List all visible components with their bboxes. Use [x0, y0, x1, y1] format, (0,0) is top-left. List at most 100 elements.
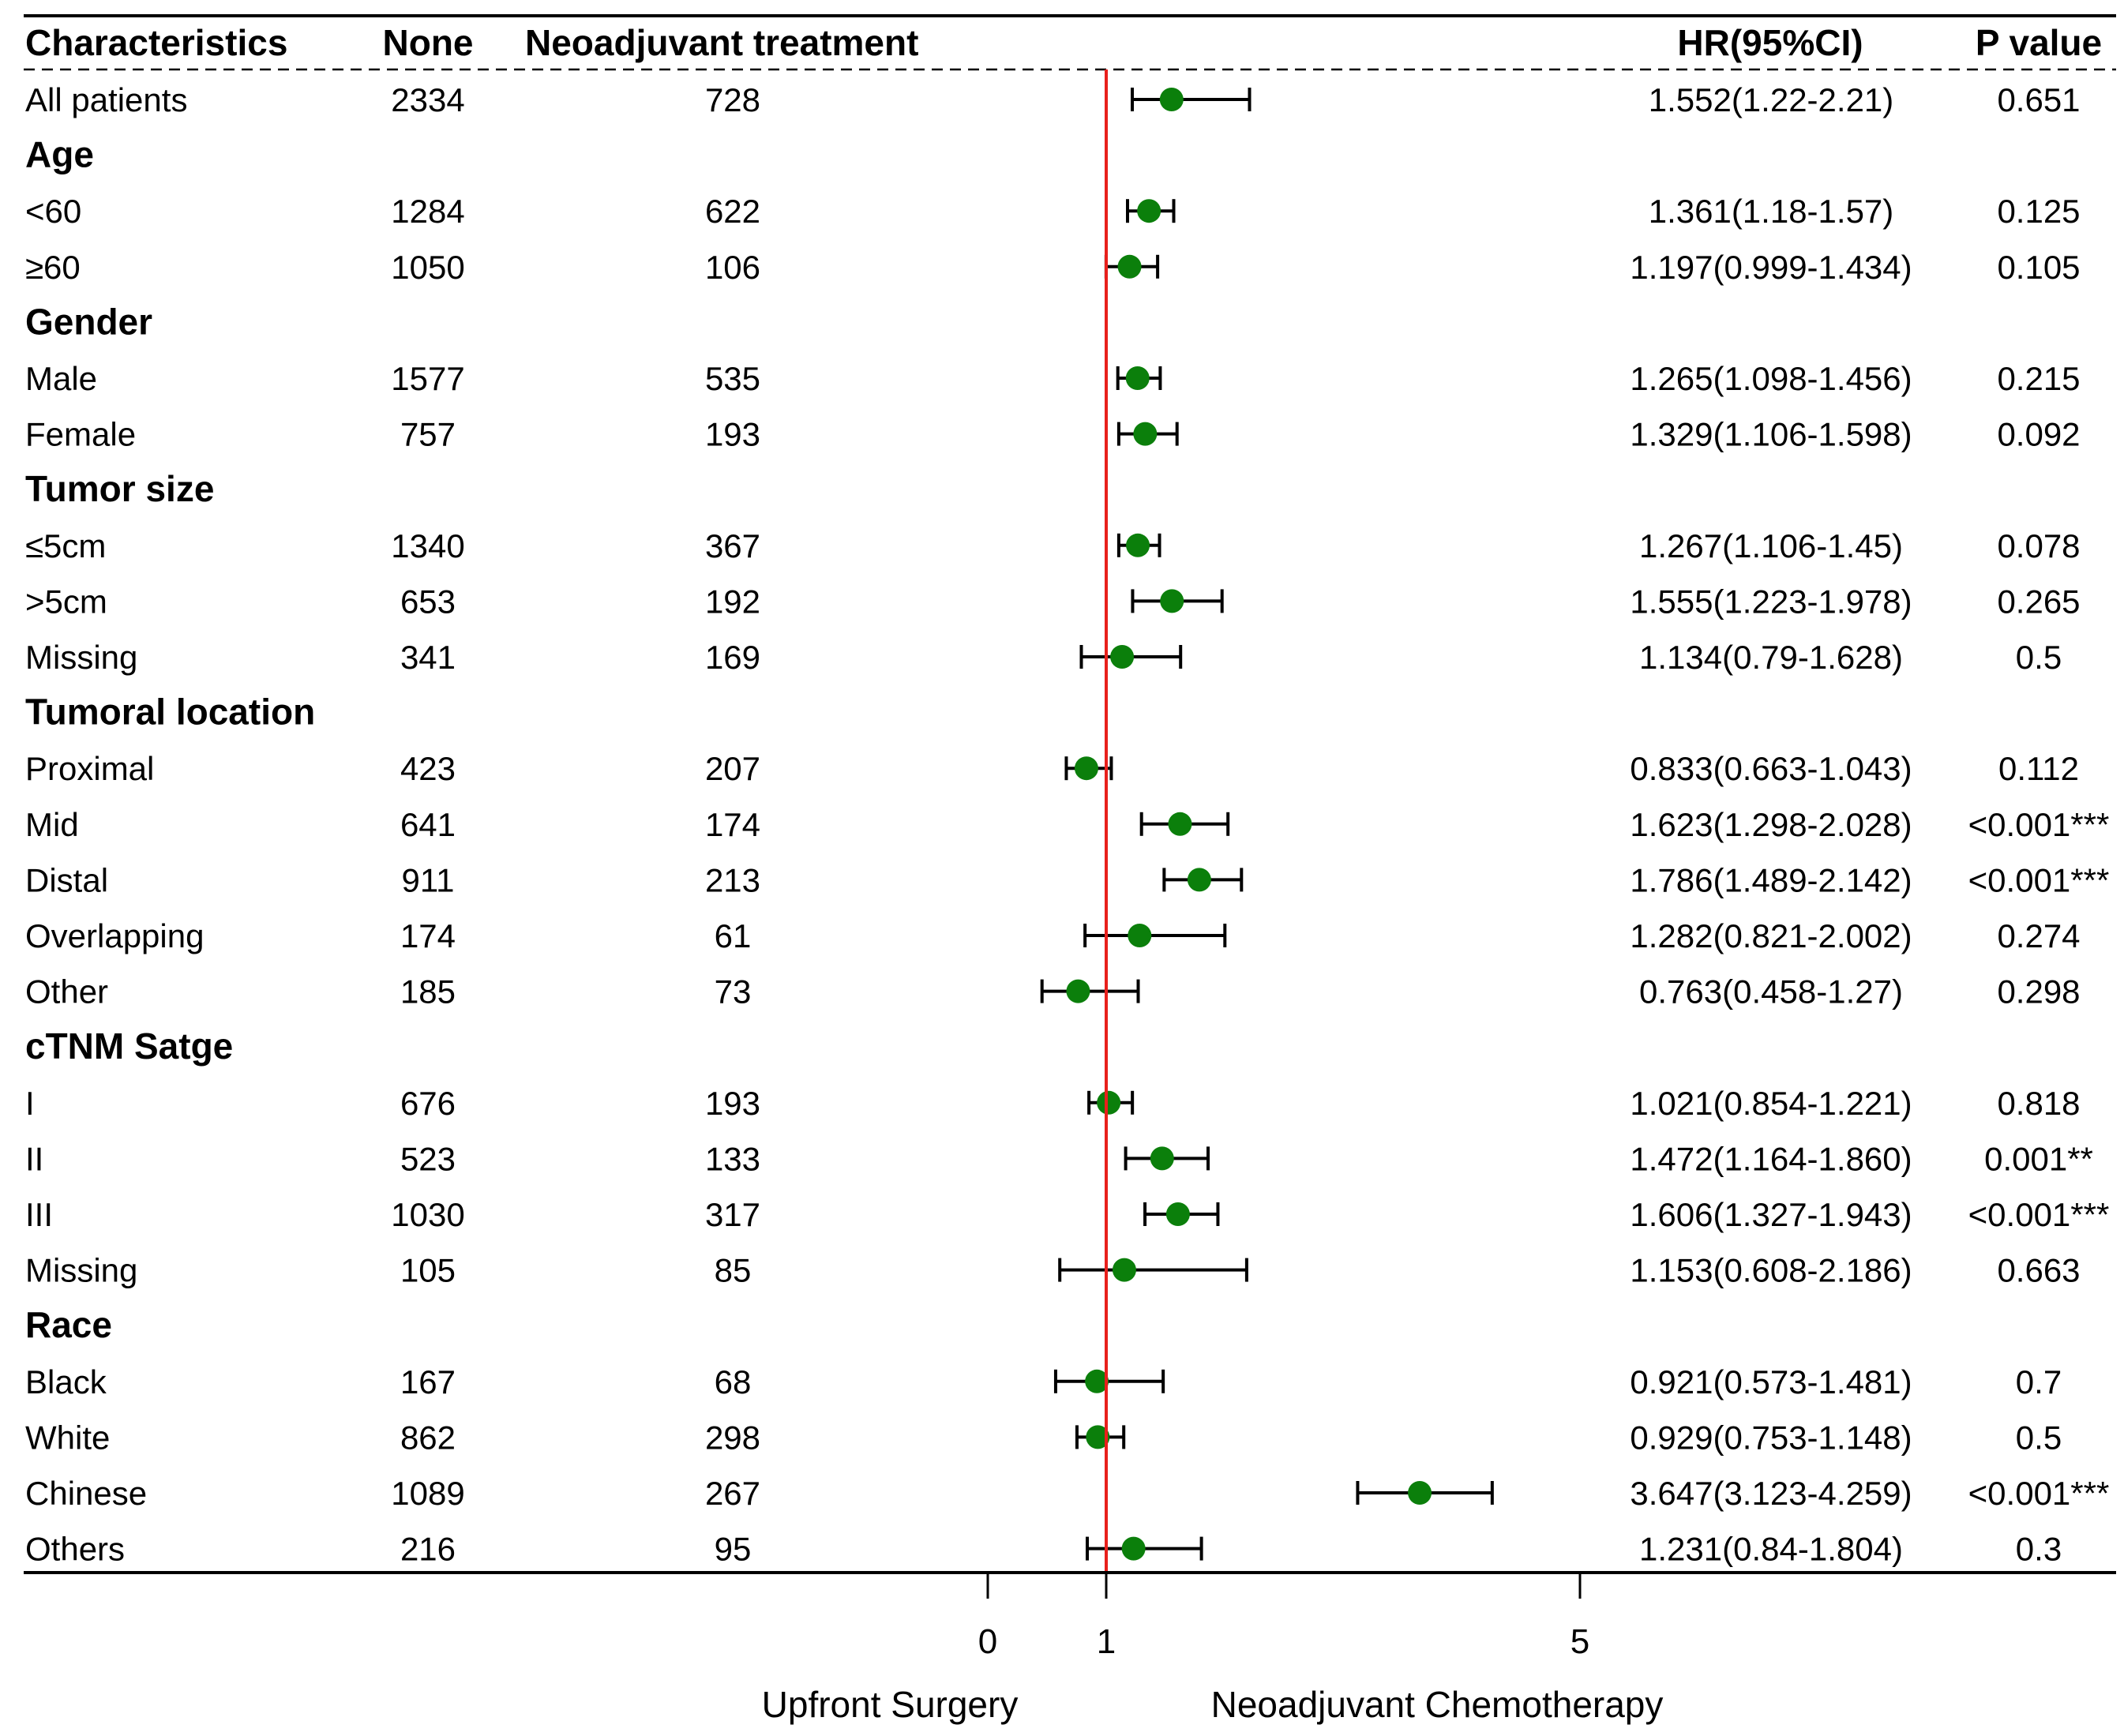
- row-label: Female: [25, 416, 136, 453]
- row-hr-ci: 1.134(0.79-1.628): [1639, 639, 1903, 676]
- row-p-value: 0.092: [1997, 416, 2080, 453]
- group-label-ctnm-satge: cTNM Satge: [25, 1025, 233, 1067]
- row-label: Others: [25, 1531, 125, 1568]
- axis-label-upfront-surgery: Upfront Surgery: [762, 1684, 1019, 1725]
- row-label: Mid: [25, 806, 79, 843]
- row-label: White: [25, 1419, 110, 1456]
- row-hr-ci: 3.647(3.123-4.259): [1630, 1475, 1912, 1512]
- row-hr-ci: 1.329(1.106-1.598): [1630, 416, 1912, 453]
- hr-point: [1112, 1258, 1136, 1282]
- row-hr-ci: 1.552(1.22-2.21): [1649, 81, 1894, 118]
- hr-point: [1110, 645, 1135, 669]
- row-neo-count: 193: [705, 416, 760, 453]
- row-p-value: 0.125: [1997, 193, 2080, 230]
- row-p-value: 0.001**: [1984, 1140, 2093, 1177]
- row-label: >5cm: [25, 583, 107, 620]
- row-none-count: 1284: [391, 193, 464, 230]
- hr-point: [1128, 924, 1152, 947]
- row-neo-count: 133: [705, 1140, 760, 1177]
- row-p-value: 0.274: [1997, 917, 2080, 954]
- row-hr-ci: 0.929(0.753-1.148): [1630, 1419, 1912, 1456]
- row-neo-count: 174: [705, 806, 760, 843]
- row-hr-ci: 1.021(0.854-1.221): [1630, 1085, 1912, 1122]
- row-none-count: 1577: [391, 360, 464, 397]
- hr-point: [1125, 366, 1150, 390]
- row-p-value: <0.001***: [1968, 806, 2110, 843]
- row-neo-count: 317: [705, 1196, 760, 1233]
- row-none-count: 1030: [391, 1196, 464, 1233]
- row-none-count: 653: [400, 583, 456, 620]
- row-none-count: 757: [400, 416, 456, 453]
- row-none-count: 641: [400, 806, 456, 843]
- row-hr-ci: 1.361(1.18-1.57): [1649, 193, 1894, 230]
- row-neo-count: 73: [715, 973, 752, 1010]
- row-label: Black: [25, 1363, 107, 1400]
- row-p-value: 0.663: [1997, 1252, 2080, 1289]
- forest-marks: [1040, 69, 1494, 1573]
- row-label: Proximal: [25, 750, 154, 787]
- hr-point: [1074, 756, 1098, 781]
- row-label: All patients: [25, 81, 187, 118]
- row-label: I: [25, 1085, 35, 1122]
- row-neo-count: 207: [705, 750, 760, 787]
- row-neo-count: 169: [705, 639, 760, 676]
- row-neo-count: 298: [705, 1419, 760, 1456]
- row-p-value: 0.112: [1998, 750, 2079, 787]
- header-hr: HR(95%CI): [1677, 22, 1863, 63]
- header-p-value: P value: [1976, 22, 2102, 63]
- row-p-value: <0.001***: [1968, 1196, 2110, 1233]
- row-p-value: 0.5: [2016, 1419, 2062, 1456]
- row-label: Missing: [25, 639, 137, 676]
- header-none: None: [383, 22, 474, 63]
- row-none-count: 185: [400, 973, 456, 1010]
- row-label: <60: [25, 193, 81, 230]
- row-none-count: 911: [402, 861, 455, 898]
- row-label: Overlapping: [25, 917, 204, 954]
- hr-point: [1159, 88, 1184, 111]
- row-hr-ci: 1.623(1.298-2.028): [1630, 806, 1912, 843]
- row-hr-ci: 1.786(1.489-2.142): [1630, 861, 1912, 898]
- row-neo-count: 367: [705, 527, 760, 564]
- row-label: ≥60: [25, 249, 81, 286]
- row-neo-count: 213: [705, 861, 760, 898]
- row-label: ≤5cm: [25, 527, 106, 564]
- row-neo-count: 106: [705, 249, 760, 286]
- group-label-tumoral-location: Tumoral location: [25, 692, 315, 733]
- row-none-count: 1089: [391, 1475, 464, 1512]
- hr-point: [1165, 1202, 1190, 1226]
- row-hr-ci: 1.153(0.608-2.186): [1630, 1252, 1912, 1289]
- hr-point: [1085, 1369, 1109, 1393]
- row-p-value: 0.298: [1997, 973, 2080, 1010]
- row-hr-ci: 1.231(0.84-1.804): [1639, 1531, 1903, 1568]
- group-label-gender: Gender: [25, 301, 152, 342]
- row-neo-count: 95: [715, 1531, 752, 1568]
- row-neo-count: 267: [705, 1475, 760, 1512]
- row-p-value: 0.215: [1997, 360, 2080, 397]
- row-none-count: 1340: [391, 527, 464, 564]
- row-hr-ci: 0.763(0.458-1.27): [1639, 973, 1903, 1010]
- hr-point: [1160, 589, 1184, 613]
- row-p-value: <0.001***: [1968, 861, 2110, 898]
- row-hr-ci: 1.282(0.821-2.002): [1630, 917, 1912, 954]
- hr-point: [1066, 979, 1090, 1003]
- row-hr-ci: 0.921(0.573-1.481): [1630, 1363, 1912, 1400]
- hr-point: [1168, 812, 1192, 836]
- row-none-count: 1050: [391, 249, 464, 286]
- row-label: Distal: [25, 861, 108, 898]
- hr-point: [1086, 1425, 1110, 1449]
- row-label: Other: [25, 973, 108, 1010]
- row-hr-ci: 1.197(0.999-1.434): [1630, 249, 1912, 286]
- hr-point: [1187, 868, 1211, 892]
- row-neo-count: 61: [715, 917, 752, 954]
- row-none-count: 174: [400, 917, 456, 954]
- hr-point: [1117, 254, 1142, 279]
- row-label: Chinese: [25, 1475, 147, 1512]
- row-hr-ci: 1.265(1.098-1.456): [1630, 360, 1912, 397]
- row-p-value: 0.078: [1997, 527, 2080, 564]
- row-label: III: [25, 1196, 53, 1233]
- row-neo-count: 68: [715, 1363, 752, 1400]
- row-none-count: 2334: [391, 81, 464, 118]
- row-hr-ci: 0.833(0.663-1.043): [1630, 750, 1912, 787]
- hr-point: [1150, 1146, 1174, 1171]
- row-label: II: [25, 1140, 43, 1177]
